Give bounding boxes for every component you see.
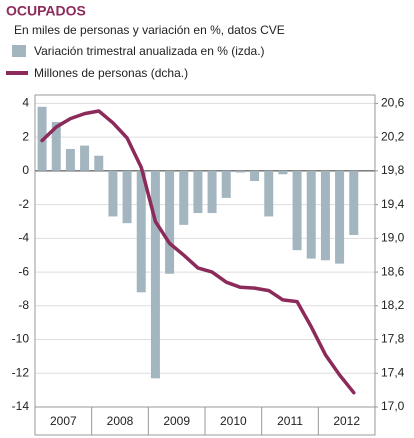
bar [193,170,203,214]
y-tick-label: -10 [12,332,30,346]
legend-label: Millones de personas (dcha.) [34,66,188,80]
bar [80,145,90,171]
x-group-label: 2012 [333,414,360,428]
y-tick-label: 2 [22,129,29,143]
bar [165,170,175,274]
y-tick-label: -2 [18,197,29,211]
y-tick-label: -6 [18,264,29,278]
y2-tick-label: 18,6 [381,264,405,278]
bar [278,170,288,175]
bar [136,170,146,293]
bar [335,170,345,264]
bar [179,170,189,225]
y-tick-label: -4 [18,231,29,245]
bar [306,170,316,259]
bar [94,155,104,171]
bar [150,170,160,379]
y2-tick-label: 19,4 [381,197,405,211]
bar [292,170,302,251]
x-group-label: 2011 [277,414,303,428]
chart-subtitle: En miles de personas y variación en %, d… [14,23,285,37]
y-tick-label: -8 [18,298,29,312]
bar [235,170,245,173]
x-group-label: 2010 [220,414,247,428]
bar [108,170,118,217]
chart-title: OCUPADOS [6,3,86,19]
y2-tick-label: 20,6 [381,96,405,110]
y-tick-label: 4 [22,96,29,110]
y2-tick-label: 17,0 [381,399,405,413]
bar [320,170,330,261]
bar [349,170,359,235]
legend-swatch [12,45,26,57]
bar [221,170,231,198]
x-group-label: 2009 [163,414,190,428]
y-tick-label: -14 [12,399,30,413]
bar [122,170,132,224]
line [40,109,356,395]
x-group-label: 2007 [50,414,77,428]
y-tick-label: -12 [12,365,30,379]
legend-label: Variación trimestral anualizada en % (iz… [34,44,265,58]
y2-tick-label: 19,8 [381,163,405,177]
x-group-label: 2008 [107,414,134,428]
bar [51,121,61,171]
y2-tick-label: 17,4 [381,365,405,379]
bar [65,148,75,171]
y2-tick-label: 19,0 [381,231,405,245]
bar [207,170,217,214]
y2-tick-label: 18,2 [381,298,405,312]
bar [264,170,274,217]
y-tick-label: 0 [22,163,29,177]
y2-tick-label: 20,2 [381,129,405,143]
bar [250,170,260,182]
y2-tick-label: 17,8 [381,332,405,346]
